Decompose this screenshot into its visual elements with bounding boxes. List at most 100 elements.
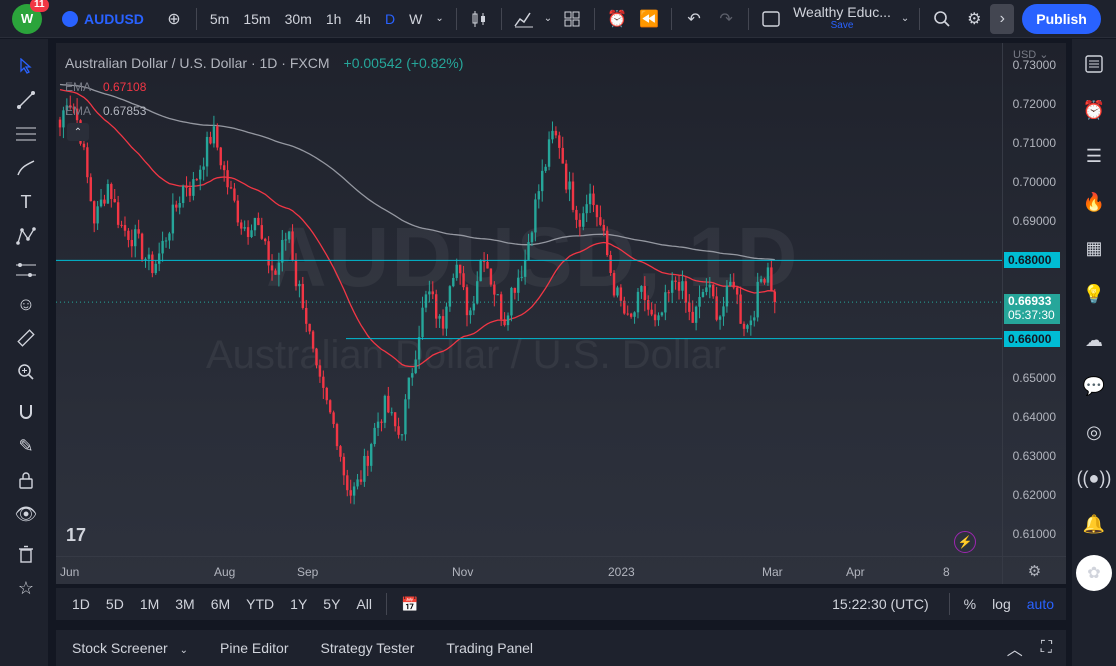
alarm-clock-icon[interactable]: ⏰ — [1082, 99, 1106, 120]
range-all[interactable]: All — [356, 596, 372, 612]
text-tool-icon[interactable]: T — [20, 191, 32, 212]
screener-chevron-icon[interactable]: ⌄ — [179, 645, 188, 656]
tab-stock-screener[interactable]: Stock Screener ⌄ — [56, 640, 204, 656]
candles-type-icon[interactable] — [463, 0, 495, 38]
symbol-title[interactable]: Australian Dollar / U.S. Dollar · 1D · F… — [65, 55, 330, 71]
percent-toggle[interactable]: % — [963, 596, 977, 612]
time-axis[interactable]: Jun Aug Sep Nov 2023 Mar Apr 8 — [56, 556, 1002, 584]
candlestick-chart[interactable] — [56, 43, 1002, 556]
candle-body — [181, 185, 185, 204]
candle-body — [397, 426, 400, 435]
ema-slow-label[interactable]: EMA — [65, 104, 92, 118]
range-1y[interactable]: 1Y — [290, 596, 308, 612]
range-ytd[interactable]: YTD — [246, 596, 275, 612]
chart-pane[interactable]: AUDUSD, 1D Australian Dollar / U.S. Doll… — [56, 43, 1066, 584]
chat-icon[interactable]: 💬 — [1082, 375, 1106, 396]
interval-15m[interactable]: 15m — [243, 10, 271, 27]
trend-line-icon[interactable] — [0, 83, 52, 117]
collapse-legend-icon[interactable]: ⌃ — [67, 123, 89, 141]
candle-body — [93, 201, 96, 224]
current-price-tag[interactable]: 0.66933 05:37:30 — [1004, 294, 1060, 325]
replay-icon[interactable]: ⏪ — [639, 10, 660, 28]
ideas-bulb-icon[interactable]: 💡 — [1082, 283, 1106, 304]
brush-icon[interactable] — [0, 151, 52, 185]
indicators-chevron-icon[interactable]: ⌄ — [543, 13, 553, 24]
range-3m[interactable]: 3M — [175, 596, 195, 612]
interval-1h[interactable]: 1h — [325, 10, 342, 27]
prediction-icon[interactable] — [0, 253, 52, 287]
calendar-icon[interactable]: ▦ — [1085, 237, 1103, 258]
layouts-grid-icon[interactable] — [556, 0, 588, 38]
hotlists-flame-icon[interactable]: 🔥 — [1082, 191, 1106, 212]
publish-button[interactable]: Publish — [1022, 3, 1101, 34]
emoji-icon[interactable]: ☺ — [16, 293, 36, 314]
price-tick-label: 0.61000 — [1012, 527, 1056, 542]
currency-selector[interactable]: USD ⌄ — [1013, 49, 1049, 61]
interval-4h[interactable]: 4h — [355, 10, 371, 27]
chart-settings-gear-icon[interactable]: ⚙ — [1002, 556, 1066, 584]
notifications-bell-icon[interactable]: 🔔 — [1082, 513, 1106, 534]
range-5y[interactable]: 5Y — [323, 596, 341, 612]
layout-chevron-icon[interactable]: ⌄ — [900, 13, 910, 24]
ruler-icon[interactable] — [0, 321, 52, 355]
utc-clock[interactable]: 15:22:30 (UTC) — [832, 596, 929, 612]
interval-d[interactable]: D — [384, 10, 396, 27]
range-1d[interactable]: 1D — [72, 596, 90, 612]
tradingview-logo-icon[interactable]: 17 — [66, 525, 87, 545]
redo-icon[interactable]: ↷ — [719, 10, 733, 28]
ema-fast-value: 0.67108 — [103, 80, 147, 94]
object-tree-icon[interactable]: ☰ — [1085, 145, 1103, 166]
range-5d[interactable]: 5D — [105, 596, 124, 612]
fullscreen-square-icon[interactable] — [755, 0, 787, 38]
tab-trading-panel[interactable]: Trading Panel — [446, 640, 534, 656]
cursor-icon[interactable] — [0, 49, 52, 83]
indicators-icon[interactable] — [508, 0, 540, 38]
magnet-icon[interactable] — [0, 395, 52, 429]
auto-toggle[interactable]: auto — [1026, 596, 1054, 612]
layout-name-button[interactable]: Wealthy Educ... Save — [787, 5, 897, 33]
candle-body — [82, 143, 86, 148]
maximize-panel-icon[interactable]: ⛶ — [1040, 639, 1052, 656]
lock-pencil-icon[interactable]: ✎ — [18, 435, 34, 456]
lock-icon[interactable] — [0, 463, 52, 497]
ema-fast-label[interactable]: EMA — [65, 80, 92, 94]
tab-pine-editor[interactable]: Pine Editor — [220, 640, 289, 656]
eye-icon[interactable]: 👁 — [14, 503, 38, 524]
compare-add-icon[interactable]: ⊕ — [167, 10, 181, 28]
interval-dropdown-chevron-icon[interactable]: ⌄ — [435, 13, 444, 24]
interval-30m[interactable]: 30m — [284, 10, 312, 27]
level-high-tag[interactable]: 0.68000 — [1004, 252, 1060, 269]
user-avatar[interactable]: W 11 — [12, 0, 49, 34]
range-6m[interactable]: 6M — [210, 596, 231, 612]
level-low-tag[interactable]: 0.66000 — [1004, 330, 1060, 347]
broadcast-icon[interactable]: ((●)) — [1076, 467, 1112, 488]
lightning-icon[interactable]: ⚡ — [954, 531, 976, 553]
favorites-star-icon[interactable]: ☆ — [17, 577, 35, 598]
tab-strategy-tester[interactable]: Strategy Tester — [320, 640, 415, 656]
trash-icon[interactable] — [0, 537, 52, 571]
price-axis[interactable]: USD ⌄ 0.73000 0.72000 0.71000 0.70000 0.6900… — [1002, 43, 1066, 556]
symbol-search-button[interactable]: AUDUSD — [62, 0, 144, 38]
alert-add-icon[interactable]: ⏰ — [607, 10, 628, 28]
expand-panel-chevron-icon[interactable]: ︿ — [1006, 642, 1023, 659]
time-tick-label: Sep — [297, 565, 319, 579]
log-toggle[interactable]: log — [992, 596, 1011, 612]
goto-date-icon[interactable]: 📅 — [400, 595, 419, 612]
help-brain-icon[interactable]: ✿ — [1076, 555, 1112, 591]
watchlist-icon[interactable] — [1072, 41, 1116, 87]
price-tick-label: 0.70000 — [1012, 175, 1056, 190]
candle-body — [99, 199, 103, 207]
expand-chevron-icon[interactable]: › — [990, 3, 1015, 34]
settings-gear-icon[interactable]: ⚙ — [967, 10, 982, 28]
zoom-in-icon[interactable] — [0, 355, 52, 389]
interval-w[interactable]: W — [409, 10, 423, 27]
undo-icon[interactable]: ↶ — [687, 10, 701, 28]
pattern-icon[interactable] — [0, 219, 52, 253]
search-icon[interactable] — [926, 0, 958, 38]
candle-body — [127, 230, 130, 240]
fib-lines-icon[interactable] — [0, 117, 52, 151]
interval-5m[interactable]: 5m — [209, 10, 230, 27]
streams-icon[interactable]: ◎ — [1086, 421, 1102, 442]
range-1m[interactable]: 1M — [139, 596, 160, 612]
cloud-icon[interactable]: ☁ — [1085, 329, 1103, 350]
